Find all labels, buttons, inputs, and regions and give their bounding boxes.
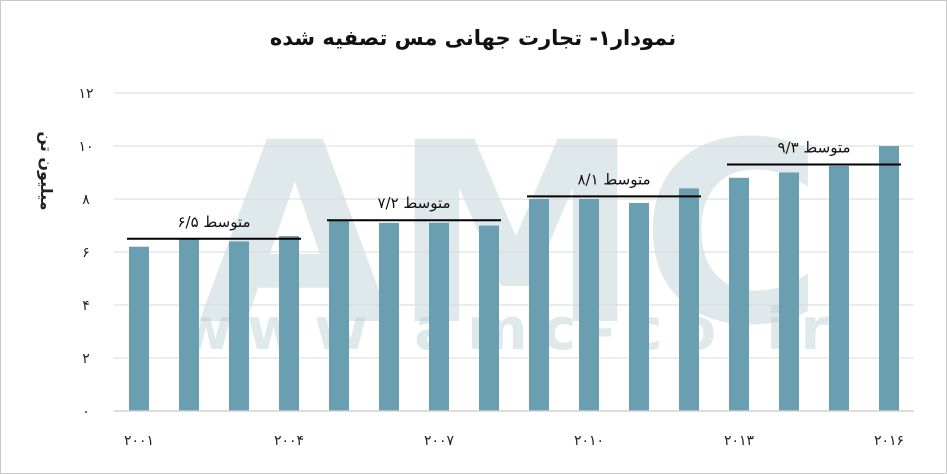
- watermark-logo: AMC: [198, 89, 824, 380]
- x-tick-label-2007: ۲۰۰۷: [424, 433, 455, 449]
- y-tick-label: ۴: [82, 298, 90, 314]
- bar-2014: [779, 172, 799, 411]
- y-tick-label: ۱۰: [78, 139, 93, 155]
- x-tick-label-2004: ۲۰۰۴: [274, 433, 304, 449]
- average-label-4: متوسط ۹/۳: [777, 139, 850, 157]
- bar-2006: [379, 222, 399, 411]
- bars: [129, 146, 899, 411]
- average-label-3: متوسط ۸/۱: [577, 170, 650, 188]
- y-tick-label: ۰: [82, 404, 90, 420]
- x-tick-label-2010: ۲۰۱۰: [574, 433, 604, 449]
- average-label-2: متوسط ۷/۲: [377, 194, 450, 212]
- y-axis-label: میلیون تن: [37, 131, 56, 210]
- x-tick-label-2016: ۲۰۱۶: [874, 433, 904, 449]
- x-tick-label-2001: ۲۰۰۱: [124, 433, 154, 449]
- y-tick-labels: ۰ ۲ ۴ ۶ ۸ ۱۰ ۱۲: [78, 86, 93, 420]
- average-label-1: متوسط ۶/۵: [177, 213, 250, 231]
- bar-2015: [829, 165, 849, 411]
- bar-2002: [179, 238, 199, 411]
- average-lines: متوسط ۶/۵ متوسط ۷/۲ متوسط ۸/۱ متوسط ۹/۳: [127, 139, 901, 240]
- bar-2005: [329, 220, 349, 411]
- chart-title: نمودار۱- تجارت جهانی مس تصفیه شده: [270, 26, 676, 50]
- bar-2004: [279, 236, 299, 411]
- bar-2016: [879, 146, 899, 411]
- bar-2001: [129, 246, 149, 411]
- bar-2009: [529, 199, 549, 411]
- bar-2008: [479, 225, 499, 411]
- y-tick-label: ۸: [82, 192, 90, 208]
- y-tick-label: ۲: [82, 351, 90, 367]
- bar-2003: [229, 241, 249, 411]
- x-tick-label-2013: ۲۰۱۳: [724, 433, 755, 449]
- bar-2011: [629, 202, 649, 411]
- y-tick-label: ۱۲: [78, 86, 93, 102]
- bar-2012: [679, 188, 699, 411]
- bar-2010: [579, 199, 599, 411]
- bar-2013: [729, 177, 749, 411]
- y-tick-label: ۶: [82, 245, 90, 261]
- bar-2007: [429, 222, 449, 411]
- watermark: AMC www.amc-co.ir: [179, 89, 829, 380]
- x-tick-labels: ۲۰۰۱ ۲۰۰۴ ۲۰۰۷ ۲۰۱۰ ۲۰۱۳ ۲۰۱۶: [124, 433, 904, 449]
